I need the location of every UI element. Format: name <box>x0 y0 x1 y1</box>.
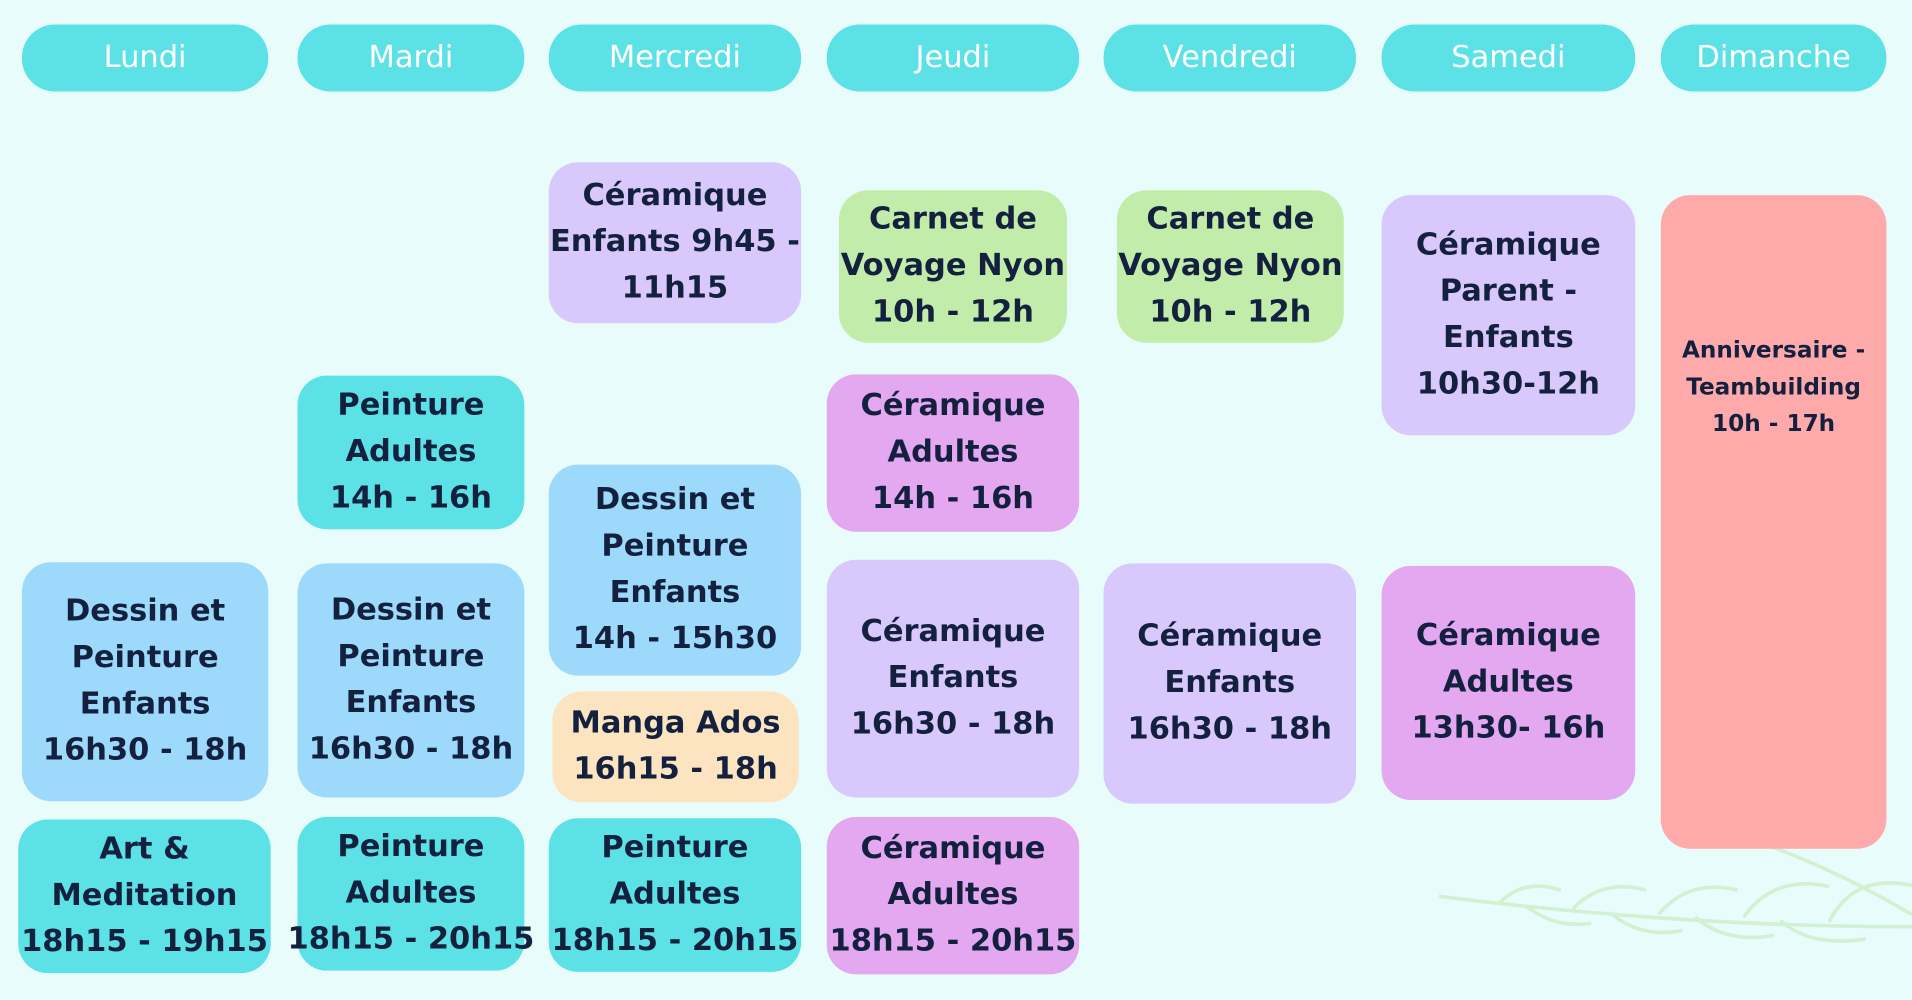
day-label: Samedi <box>1451 40 1565 75</box>
event-card <box>1103 563 1356 804</box>
event-text: 13h30- 16h <box>1411 711 1605 746</box>
event-text: Adultes <box>887 435 1018 470</box>
event-text: Enfants <box>888 660 1019 695</box>
event-card <box>1116 190 1344 343</box>
event-text: Adultes <box>609 877 740 912</box>
event-text: Voyage Nyon <box>1118 248 1342 283</box>
day-label: Vendredi <box>1163 40 1297 75</box>
event-card <box>826 817 1080 975</box>
event-card <box>552 691 799 803</box>
event-text: 16h30 - 18h <box>309 731 513 766</box>
event-text: Art & <box>99 831 189 866</box>
event-text: Enfants <box>346 685 477 720</box>
event-text: Enfants <box>1443 320 1574 355</box>
event-text: 16h30 - 18h <box>43 733 247 768</box>
event-card <box>297 817 525 971</box>
event-card <box>1660 195 1887 849</box>
event-text: 11h15 <box>622 271 729 306</box>
event-text: 14h - 16h <box>330 480 492 515</box>
event-text: Enfants <box>610 575 741 610</box>
event-text: Manga Ados <box>571 705 781 740</box>
event-card <box>548 818 802 972</box>
event-text: 10h - 17h <box>1712 411 1835 437</box>
event-card <box>838 190 1067 343</box>
event-text: Carnet de <box>869 202 1037 237</box>
event-text: Peinture <box>601 528 748 563</box>
event-card <box>826 374 1080 532</box>
event-text: 10h - 12h <box>1149 294 1311 329</box>
event-text: 16h30 - 18h <box>851 706 1055 741</box>
event-card <box>21 562 269 802</box>
event-text: Peinture <box>601 830 748 865</box>
event-text: Anniversaire - <box>1682 338 1865 364</box>
day-header <box>1103 24 1356 92</box>
day-header <box>1381 24 1636 92</box>
event-text: Enfants <box>80 686 211 721</box>
event-text: 14h - 15h30 <box>573 621 777 656</box>
event-text: Adultes <box>345 434 476 469</box>
event-text: Adultes <box>345 875 476 910</box>
event-text: Dessin et <box>65 594 225 629</box>
event-text: 18h15 - 20h15 <box>830 924 1077 959</box>
event-card <box>1381 195 1636 436</box>
event-text: 18h15 - 19h15 <box>21 924 268 959</box>
event-text: Céramique <box>1416 618 1601 653</box>
day-header <box>1660 24 1887 92</box>
event-text: Parent - <box>1440 274 1577 309</box>
event-text: Voyage Nyon <box>841 248 1065 283</box>
day-header <box>297 24 525 92</box>
event-text: Meditation <box>51 878 237 913</box>
event-text: Peinture <box>72 640 219 675</box>
event-text: Céramique <box>582 178 767 213</box>
event-text: 18h15 - 20h15 <box>288 922 535 957</box>
event-text: Dessin et <box>331 592 491 627</box>
day-label: Dimanche <box>1696 40 1850 75</box>
event-card <box>548 162 802 324</box>
event-text: Carnet de <box>1146 202 1314 237</box>
event-text: 10h30-12h <box>1417 366 1600 401</box>
event-text: Dessin et <box>595 482 755 517</box>
event-card <box>297 563 525 798</box>
event-text: 10h - 12h <box>872 294 1034 329</box>
event-text: Enfants <box>1164 665 1295 700</box>
event-card <box>1381 565 1636 800</box>
day-label: Mercredi <box>609 40 741 75</box>
day-header <box>21 24 269 92</box>
event-text: 14h - 16h <box>872 481 1034 516</box>
event-text: 18h15 - 20h15 <box>552 923 799 958</box>
event-text: Adultes <box>887 877 1018 912</box>
event-text: Peinture <box>337 639 484 674</box>
day-header <box>548 24 802 92</box>
day-header <box>826 24 1080 92</box>
event-text: Adultes <box>1443 664 1574 699</box>
event-card <box>18 819 271 974</box>
event-text: Céramique <box>860 388 1045 423</box>
event-text: Céramique <box>1137 619 1322 654</box>
day-label: Lundi <box>104 40 187 75</box>
event-text: Céramique <box>860 614 1045 649</box>
event-text: 16h15 - 18h <box>573 752 777 787</box>
event-text: Peinture <box>337 829 484 864</box>
event-text: Enfants 9h45 - <box>550 224 800 259</box>
event-text: Céramique <box>1416 227 1601 262</box>
event-text: Teambuilding <box>1686 374 1861 400</box>
day-label: Mardi <box>369 40 454 75</box>
leaf-decoration <box>1438 839 1912 943</box>
event-card <box>826 559 1080 798</box>
event-text: Céramique <box>860 831 1045 866</box>
day-label: Jeudi <box>914 40 991 75</box>
event-text: Peinture <box>337 388 484 423</box>
event-card <box>297 375 525 530</box>
event-text: 16h30 - 18h <box>1128 711 1332 746</box>
event-card <box>548 464 802 676</box>
